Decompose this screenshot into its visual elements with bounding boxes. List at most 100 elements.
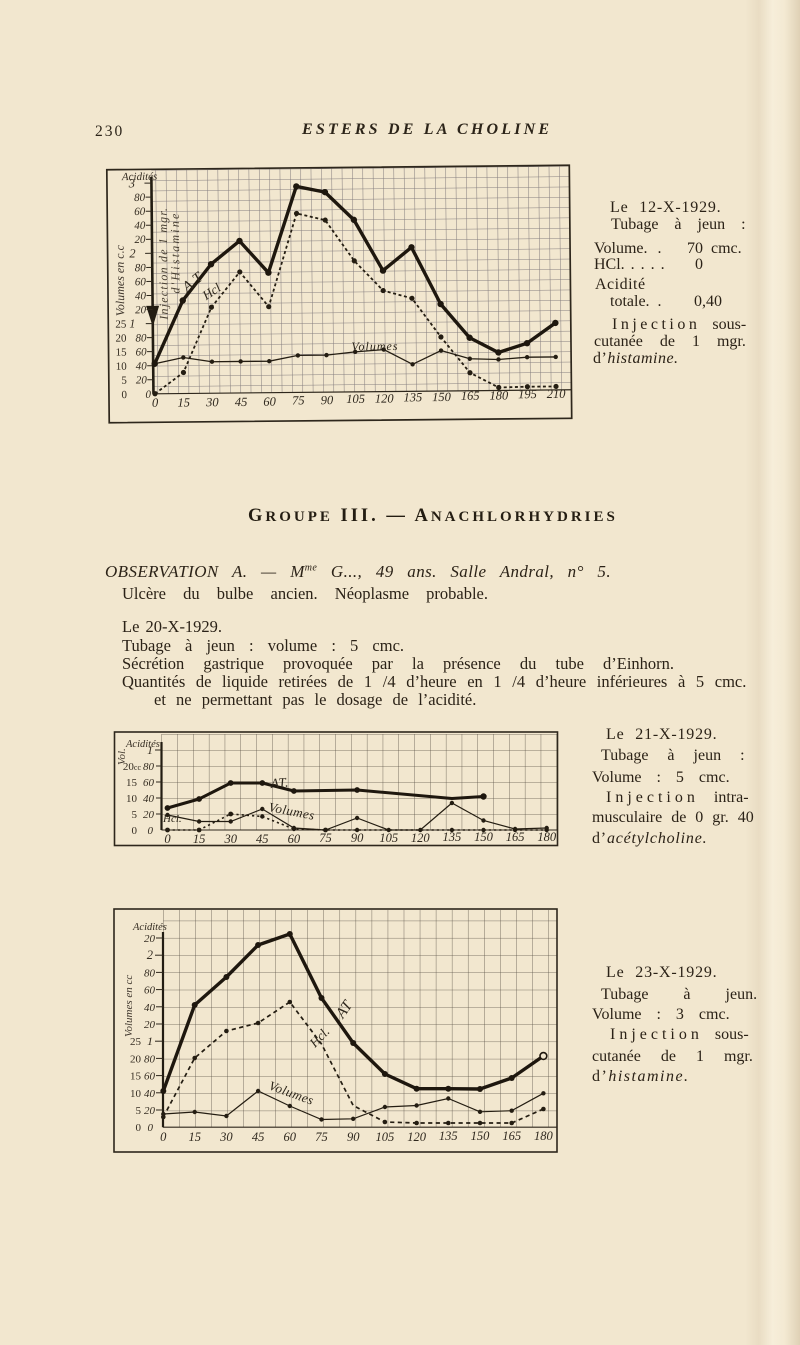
svg-text:165: 165 (461, 389, 480, 403)
svg-text:105: 105 (379, 831, 398, 845)
svg-text:90: 90 (347, 1130, 360, 1144)
svg-text:40: 40 (143, 793, 155, 805)
svg-text:80: 80 (144, 967, 156, 979)
svg-text:210: 210 (547, 387, 567, 401)
svg-text:135: 135 (403, 390, 422, 404)
svg-text:40: 40 (136, 360, 148, 372)
svg-text:2: 2 (129, 246, 135, 260)
svg-text:60: 60 (288, 832, 301, 846)
svg-text:75: 75 (319, 831, 332, 845)
svg-text:120: 120 (407, 1130, 427, 1144)
svg-text:80: 80 (144, 1053, 156, 1065)
svg-text:120: 120 (411, 831, 431, 845)
svg-text:0: 0 (121, 389, 127, 401)
svg-text:Acidités: Acidités (121, 171, 158, 183)
svg-text:0: 0 (136, 1122, 142, 1134)
svg-text:20: 20 (144, 933, 156, 945)
svg-text:Volumes en c.c: Volumes en c.c (113, 244, 128, 316)
svg-text:0: 0 (148, 825, 154, 837)
svg-text:40: 40 (144, 1002, 156, 1014)
svg-text:15: 15 (130, 1071, 142, 1083)
svg-text:15: 15 (116, 347, 128, 359)
svg-text:165: 165 (506, 830, 525, 844)
svg-text:20cc: 20cc (123, 761, 142, 773)
svg-text:0: 0 (164, 832, 171, 846)
svg-text:0: 0 (132, 825, 138, 837)
svg-text:45: 45 (252, 1130, 265, 1144)
svg-text:60: 60 (143, 777, 155, 789)
svg-text:Hcl.: Hcl. (162, 813, 182, 825)
svg-text:30: 30 (219, 1130, 233, 1144)
svg-text:20: 20 (136, 374, 148, 386)
svg-text:15: 15 (188, 1130, 201, 1144)
svg-text:105: 105 (376, 1130, 395, 1144)
svg-text:90: 90 (321, 393, 334, 407)
svg-text:20: 20 (143, 809, 155, 821)
svg-text:20: 20 (144, 1019, 156, 1031)
svg-text:40: 40 (135, 290, 147, 302)
svg-text:90: 90 (351, 831, 364, 845)
svg-text:1: 1 (129, 316, 135, 330)
svg-text:5: 5 (121, 375, 127, 387)
svg-text:60: 60 (135, 276, 147, 288)
svg-text:135: 135 (439, 1129, 458, 1143)
svg-text:0: 0 (152, 396, 159, 410)
svg-text:d'Histamine: d'Histamine (168, 211, 183, 293)
svg-text:10: 10 (126, 793, 138, 805)
svg-text:Injection de 1 mgr.: Injection de 1 mgr. (156, 207, 171, 321)
svg-text:45: 45 (235, 395, 248, 409)
svg-text:120: 120 (375, 391, 395, 405)
svg-text:150: 150 (474, 830, 494, 844)
svg-text:75: 75 (292, 393, 305, 407)
svg-text:30: 30 (223, 832, 237, 846)
svg-text:Acidités: Acidités (132, 922, 167, 933)
svg-text:15: 15 (193, 832, 206, 846)
svg-text:0: 0 (160, 1130, 167, 1144)
svg-text:30: 30 (205, 395, 219, 409)
svg-text:20: 20 (134, 234, 146, 246)
svg-text:0: 0 (148, 1122, 154, 1134)
svg-text:20: 20 (135, 304, 147, 316)
svg-text:45: 45 (256, 832, 269, 846)
svg-text:25: 25 (130, 1036, 142, 1048)
svg-text:40: 40 (134, 220, 146, 232)
svg-text:60: 60 (136, 346, 148, 358)
svg-text:150: 150 (471, 1129, 491, 1143)
svg-text:1: 1 (147, 1034, 153, 1048)
svg-text:180: 180 (537, 830, 557, 844)
svg-text:80: 80 (134, 192, 146, 204)
svg-text:Volumes en cc: Volumes en cc (123, 975, 135, 1037)
svg-text:135: 135 (443, 830, 462, 844)
svg-text:80: 80 (143, 761, 155, 773)
svg-text:20: 20 (115, 333, 127, 345)
svg-text:60: 60 (134, 206, 146, 218)
svg-text:195: 195 (518, 387, 537, 401)
svg-text:60: 60 (284, 1130, 297, 1144)
svg-text:165: 165 (502, 1129, 521, 1143)
svg-text:20: 20 (144, 1105, 156, 1117)
svg-text:1: 1 (147, 743, 153, 757)
svg-text:80: 80 (135, 262, 147, 274)
svg-text:Acidités: Acidités (125, 739, 160, 750)
svg-text:15: 15 (126, 777, 138, 789)
svg-text:10: 10 (116, 361, 128, 373)
svg-text:AT.: AT. (269, 775, 289, 792)
svg-text:5: 5 (132, 809, 138, 821)
svg-text:20: 20 (130, 1053, 142, 1065)
svg-text:180: 180 (489, 388, 509, 402)
svg-text:40: 40 (144, 1088, 156, 1100)
svg-text:2: 2 (147, 948, 153, 962)
svg-text:15: 15 (177, 395, 190, 409)
svg-text:Vol.: Vol. (116, 748, 128, 765)
svg-text:0: 0 (145, 389, 151, 401)
svg-text:5: 5 (136, 1105, 142, 1117)
svg-text:3: 3 (128, 176, 135, 190)
svg-text:25: 25 (115, 319, 127, 331)
svg-text:75: 75 (315, 1130, 328, 1144)
svg-text:80: 80 (135, 332, 147, 344)
svg-text:150: 150 (432, 390, 452, 404)
svg-text:60: 60 (144, 985, 156, 997)
svg-text:180: 180 (534, 1129, 554, 1143)
svg-text:60: 60 (263, 395, 276, 409)
svg-text:10: 10 (130, 1088, 142, 1100)
